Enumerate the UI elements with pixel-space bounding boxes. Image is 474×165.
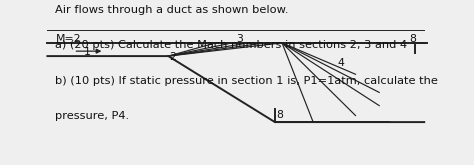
Text: b) (10 pts) If static pressure in section 1 is, P1=1atm, calculate the: b) (10 pts) If static pressure in sectio… bbox=[55, 76, 438, 86]
Text: 3: 3 bbox=[236, 34, 243, 44]
Text: 2: 2 bbox=[170, 52, 176, 62]
Text: 8: 8 bbox=[409, 34, 416, 44]
Text: 4: 4 bbox=[338, 58, 345, 68]
Text: 1: 1 bbox=[84, 47, 91, 57]
Text: pressure, P4.: pressure, P4. bbox=[55, 111, 128, 121]
Text: a) (20 pts) Calculate the Mach numbers in sections 2, 3 and 4: a) (20 pts) Calculate the Mach numbers i… bbox=[55, 40, 407, 50]
Text: Air flows through a duct as shown below.: Air flows through a duct as shown below. bbox=[55, 5, 288, 15]
Text: M=2: M=2 bbox=[56, 34, 82, 44]
Text: 8: 8 bbox=[276, 110, 283, 120]
